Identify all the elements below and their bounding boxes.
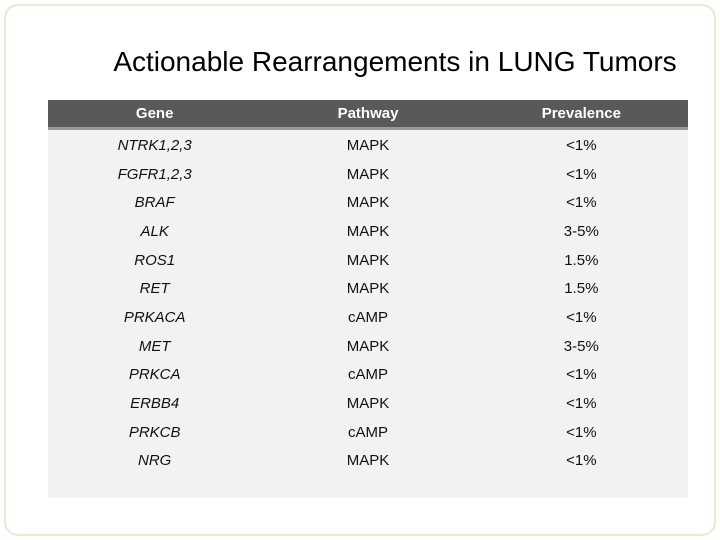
table-row: PRKCA cAMP <1% bbox=[48, 361, 688, 390]
prevalence-cell: 3-5% bbox=[563, 337, 599, 355]
gene-cell: RET bbox=[139, 280, 170, 298]
table-row: BRAF MAPK <1% bbox=[48, 188, 688, 217]
gene-cell: PRKACA bbox=[123, 308, 186, 326]
table-row: FGFR1,2,3 MAPK <1% bbox=[48, 160, 688, 189]
table-row: NTRK1,2,3 MAPK <1% bbox=[48, 131, 688, 160]
gene-cell: ALK bbox=[140, 222, 169, 240]
column-header-prevalence: Prevalence bbox=[541, 105, 621, 122]
pathway-cell: cAMP bbox=[347, 423, 388, 441]
pathway-cell: MAPK bbox=[346, 395, 390, 413]
pathway-cell: MAPK bbox=[346, 194, 390, 212]
table-row: ERBB4 MAPK <1% bbox=[48, 389, 688, 418]
table-row: ALK MAPK 3-5% bbox=[48, 217, 688, 246]
pathway-cell: MAPK bbox=[346, 222, 390, 240]
pathway-cell: cAMP bbox=[347, 366, 388, 384]
prevalence-cell: 3-5% bbox=[563, 222, 599, 240]
table-row: PRKACA cAMP <1% bbox=[48, 303, 688, 332]
pathway-cell: MAPK bbox=[346, 136, 390, 154]
prevalence-cell: <1% bbox=[566, 395, 597, 413]
pathway-cell: MAPK bbox=[346, 251, 390, 269]
gene-cell: PRKCA bbox=[128, 366, 181, 384]
prevalence-cell: <1% bbox=[566, 136, 597, 154]
prevalence-cell: <1% bbox=[566, 452, 597, 470]
column-header-pathway: Pathway bbox=[337, 105, 399, 122]
pathway-cell: MAPK bbox=[346, 280, 390, 298]
gene-cell: PRKCB bbox=[128, 423, 181, 441]
table-row: PRKCB cAMP <1% bbox=[48, 418, 688, 447]
page-title: Actionable Rearrangements in LUNG Tumors bbox=[113, 45, 677, 77]
table-body: NTRK1,2,3 MAPK <1% FGFR1,2,3 MAPK <1% BRAF MAPK… bbox=[48, 130, 688, 499]
gene-cell: ERBB4 bbox=[130, 395, 180, 413]
gene-cell: BRAF bbox=[134, 194, 175, 212]
prevalence-cell: <1% bbox=[566, 366, 597, 384]
rearrangements-table: Gene Pathway Prevalence NTRK1,2,3 MAPK <1%… bbox=[48, 100, 688, 499]
gene-cell: FGFR1,2,3 bbox=[117, 165, 192, 183]
gene-cell: NRG bbox=[137, 452, 172, 470]
gene-cell: MET bbox=[138, 337, 171, 355]
pathway-cell: MAPK bbox=[346, 165, 390, 183]
gene-cell: NTRK1,2,3 bbox=[117, 136, 192, 154]
table-row: NRG MAPK <1% bbox=[48, 447, 688, 476]
prevalence-cell: <1% bbox=[566, 165, 597, 183]
pathway-cell: MAPK bbox=[346, 452, 390, 470]
prevalence-cell: 1.5% bbox=[564, 251, 599, 269]
prevalence-cell: <1% bbox=[566, 194, 597, 212]
table-header-row: Gene Pathway Prevalence bbox=[48, 100, 688, 130]
prevalence-cell: 1.5% bbox=[564, 280, 599, 298]
pathway-cell: cAMP bbox=[347, 308, 388, 326]
table-row: MET MAPK 3-5% bbox=[48, 332, 688, 361]
prevalence-cell: <1% bbox=[566, 423, 597, 441]
prevalence-cell: <1% bbox=[566, 308, 597, 326]
column-header-gene: Gene bbox=[135, 105, 174, 122]
table-row: ROS1 MAPK 1.5% bbox=[48, 246, 688, 275]
gene-cell: ROS1 bbox=[134, 251, 176, 269]
table-row: RET MAPK 1.5% bbox=[48, 274, 688, 303]
pathway-cell: MAPK bbox=[346, 337, 390, 355]
